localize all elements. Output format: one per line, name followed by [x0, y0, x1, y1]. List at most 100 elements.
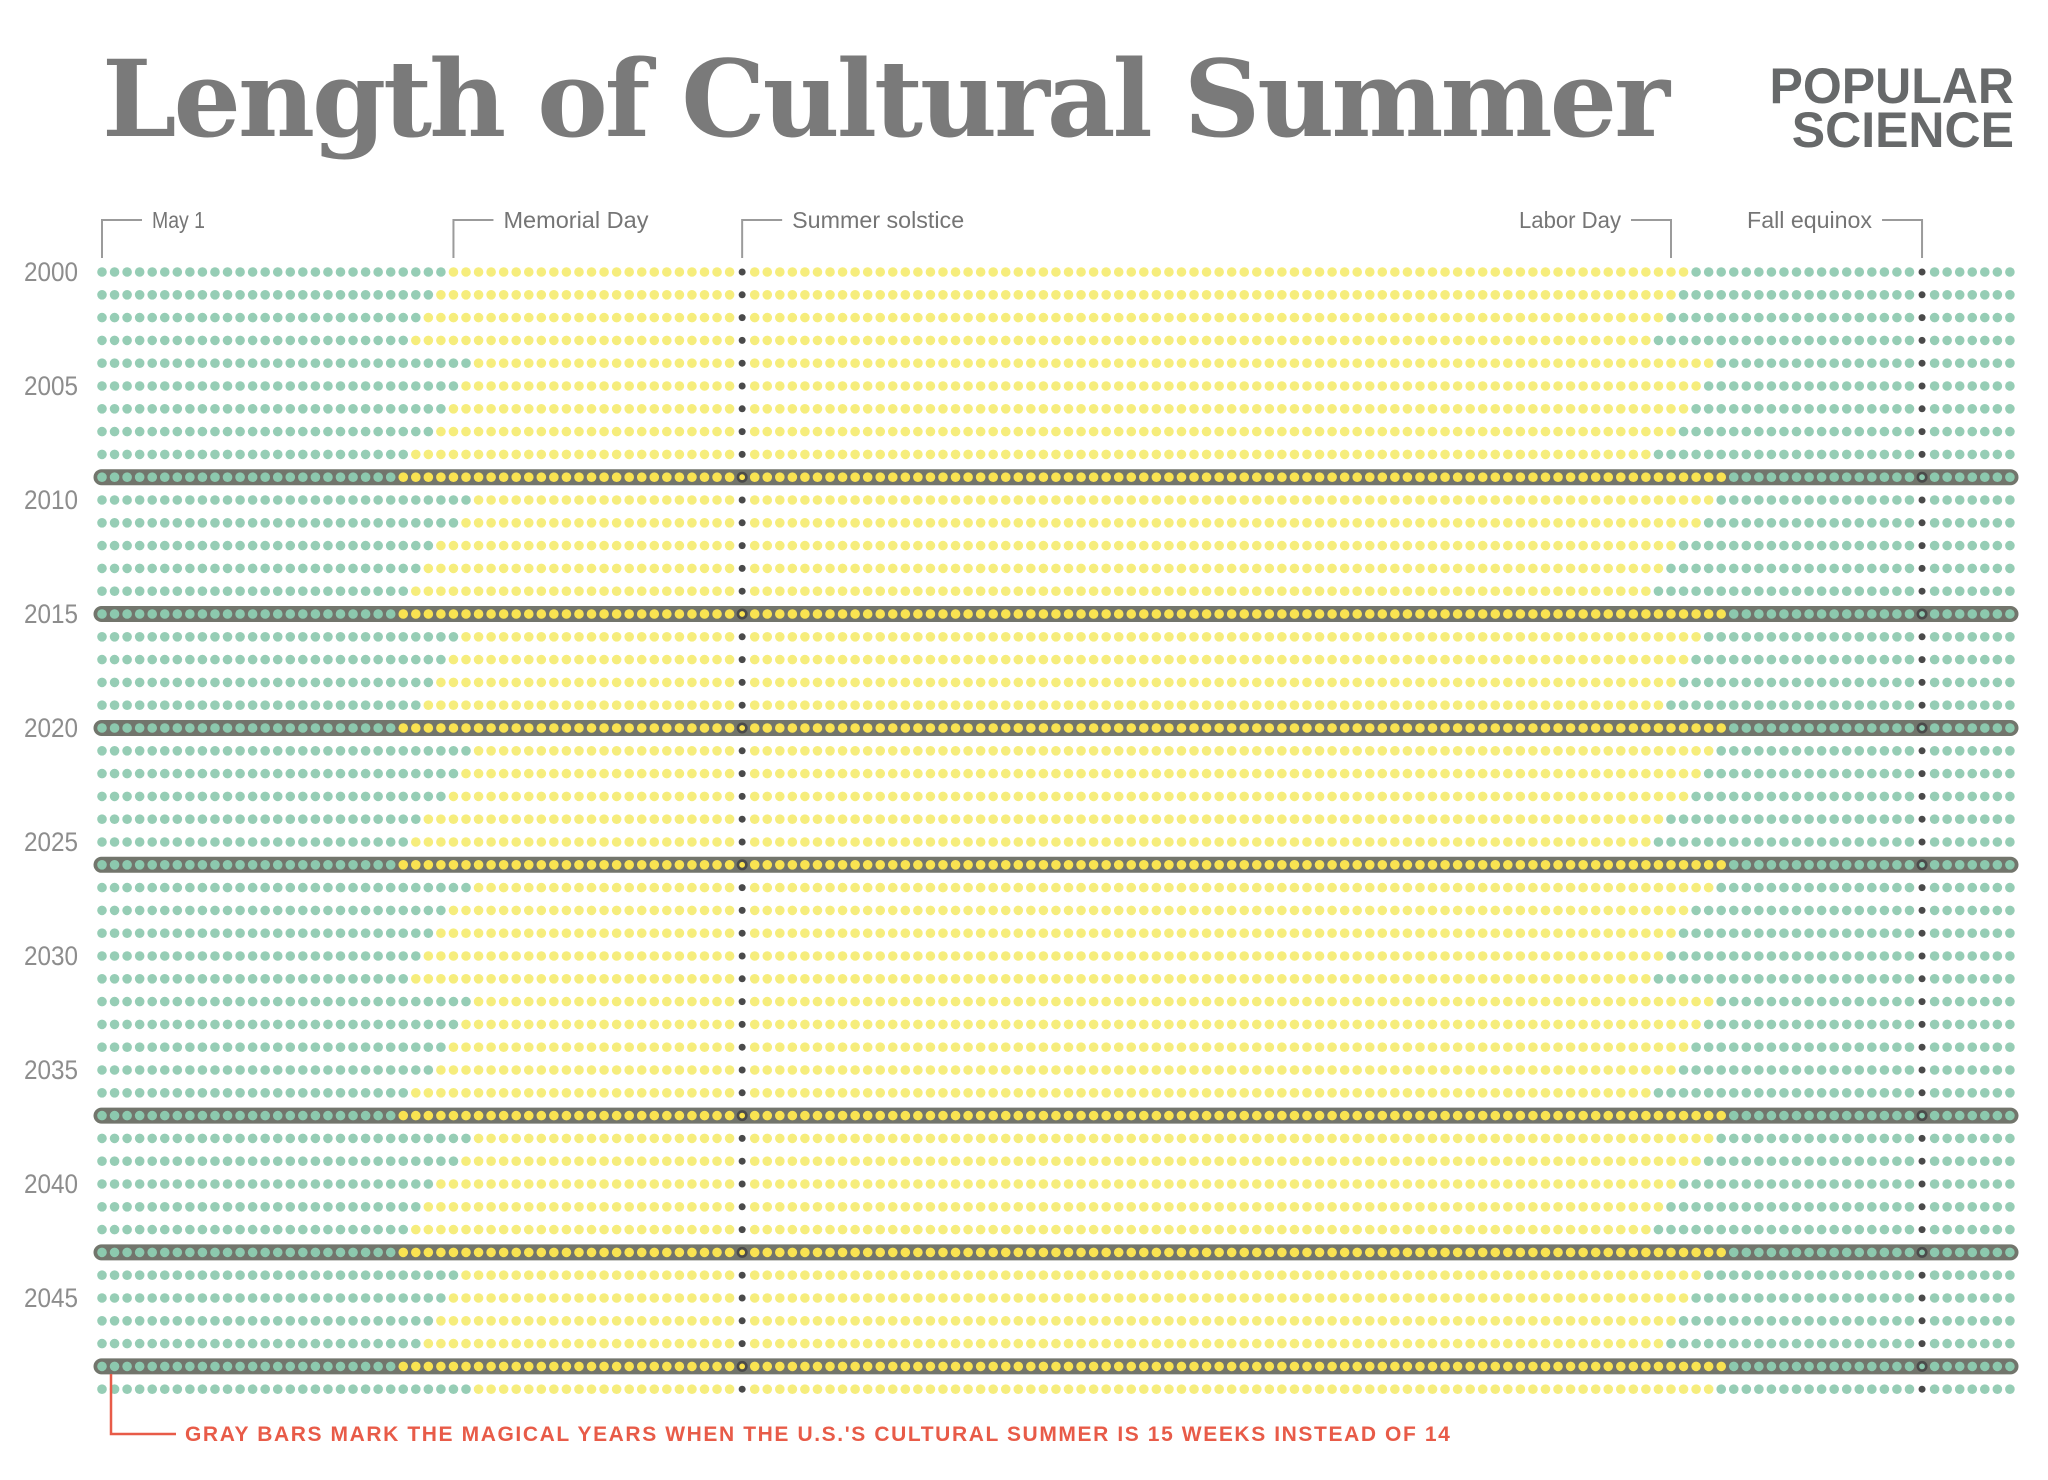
- summer-day-dot: [649, 495, 660, 505]
- shoulder-day-dot: [1904, 632, 1915, 642]
- shoulder-day-dot: [1653, 837, 1664, 847]
- summer-day-dot: [687, 974, 697, 984]
- shoulder-day-dot: [2005, 723, 2015, 733]
- summer-day-dot: [775, 267, 785, 277]
- summer-day-dot: [1239, 905, 1250, 916]
- summer-day-dot: [1339, 449, 1350, 460]
- summer-day-dot: [1716, 472, 1727, 483]
- summer-day-dot: [1088, 335, 1099, 346]
- summer-day-dot: [1164, 426, 1174, 437]
- summer-day-dot: [561, 426, 572, 437]
- shoulder-day-dot: [398, 700, 409, 710]
- shoulder-day-dot: [2005, 814, 2015, 824]
- summer-day-dot: [1063, 746, 1074, 756]
- shoulder-day-dot: [461, 882, 471, 893]
- summer-day-dot: [586, 974, 597, 984]
- shoulder-day-dot: [1929, 404, 1940, 414]
- shoulder-day-dot: [1754, 449, 1764, 460]
- shoulder-day-dot: [247, 290, 258, 300]
- summer-day-dot: [636, 518, 647, 528]
- shoulder-day-dot: [1678, 974, 1689, 984]
- summer-day-dot: [1000, 654, 1011, 665]
- shoulder-day-dot: [122, 905, 132, 916]
- shoulder-day-dot: [1741, 723, 1752, 733]
- summer-day-dot: [1113, 723, 1124, 733]
- shoulder-day-dot: [398, 540, 409, 551]
- summer-day-dot: [1076, 837, 1086, 847]
- shoulder-day-dot: [134, 312, 145, 323]
- summer-day-dot: [800, 723, 810, 733]
- summer-day-dot: [523, 404, 534, 414]
- summer-day-dot: [1465, 358, 1475, 369]
- shoulder-day-dot: [222, 563, 233, 574]
- summer-day-dot: [938, 426, 948, 437]
- summer-day-dot: [1528, 426, 1538, 437]
- summer-day-dot: [925, 632, 936, 642]
- shoulder-day-dot: [1929, 290, 1940, 300]
- summer-day-dot: [523, 677, 534, 688]
- summer-day-dot: [1026, 290, 1036, 300]
- summer-day-dot: [749, 586, 760, 596]
- summer-day-dot: [649, 974, 660, 984]
- summer-day-dot: [411, 586, 421, 596]
- summer-day-dot: [662, 563, 672, 574]
- shoulder-day-dot: [348, 426, 358, 437]
- shoulder-day-dot: [1716, 951, 1727, 961]
- summer-day-dot: [1201, 495, 1212, 505]
- summer-day-dot: [649, 312, 660, 323]
- summer-day-dot: [1565, 974, 1576, 984]
- summer-day-dot: [1540, 768, 1551, 779]
- shoulder-day-dot: [1992, 632, 2003, 642]
- shoulder-day-dot: [310, 700, 321, 710]
- summer-day-dot: [1264, 335, 1275, 346]
- summer-day-dot: [1452, 518, 1463, 528]
- summer-day-dot: [636, 723, 647, 733]
- year-label-2035: 2035: [24, 1055, 78, 1085]
- summer-day-dot: [1164, 267, 1174, 277]
- summer-day-dot: [1628, 837, 1639, 847]
- solstice-marker-dot: [738, 770, 746, 778]
- shoulder-day-dot: [97, 791, 107, 802]
- summer-day-dot: [1339, 723, 1350, 733]
- summer-day-dot: [486, 860, 496, 870]
- summer-day-dot: [1515, 928, 1526, 938]
- summer-day-dot: [1076, 974, 1086, 984]
- shoulder-day-dot: [172, 381, 183, 391]
- summer-day-dot: [938, 495, 948, 505]
- summer-day-dot: [1578, 860, 1588, 870]
- summer-day-dot: [1465, 768, 1475, 779]
- summer-day-dot: [749, 791, 760, 802]
- shoulder-day-dot: [1691, 814, 1701, 824]
- summer-day-dot: [498, 426, 509, 437]
- summer-day-dot: [1402, 563, 1413, 574]
- summer-day-dot: [1402, 905, 1413, 916]
- summer-day-dot: [1390, 768, 1400, 779]
- shoulder-day-dot: [298, 951, 308, 961]
- summer-day-dot: [599, 426, 609, 437]
- shoulder-day-dot: [210, 654, 220, 665]
- shoulder-day-dot: [260, 449, 270, 460]
- summer-day-dot: [536, 586, 547, 596]
- summer-day-dot: [1615, 290, 1626, 300]
- summer-day-dot: [712, 540, 722, 551]
- shoulder-day-dot: [1666, 563, 1676, 574]
- shoulder-day-dot: [1754, 974, 1764, 984]
- shoulder-day-dot: [1892, 928, 1902, 938]
- summer-day-dot: [561, 723, 572, 733]
- summer-day-dot: [1189, 267, 1199, 277]
- summer-day-dot: [1528, 472, 1538, 483]
- summer-day-dot: [800, 381, 810, 391]
- summer-day-dot: [1038, 449, 1049, 460]
- shoulder-day-dot: [1766, 267, 1777, 277]
- summer-day-dot: [586, 358, 597, 369]
- summer-day-dot: [850, 449, 860, 460]
- shoulder-day-dot: [1791, 540, 1802, 551]
- summer-day-dot: [963, 609, 973, 619]
- shoulder-day-dot: [1678, 563, 1689, 574]
- summer-day-dot: [1678, 905, 1689, 916]
- summer-day-dot: [1339, 677, 1350, 688]
- shoulder-day-dot: [147, 951, 158, 961]
- summer-day-dot: [850, 381, 860, 391]
- summer-day-dot: [1264, 358, 1275, 369]
- summer-day-dot: [1013, 814, 1024, 824]
